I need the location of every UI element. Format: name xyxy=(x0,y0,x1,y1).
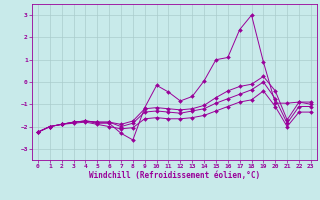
X-axis label: Windchill (Refroidissement éolien,°C): Windchill (Refroidissement éolien,°C) xyxy=(89,171,260,180)
